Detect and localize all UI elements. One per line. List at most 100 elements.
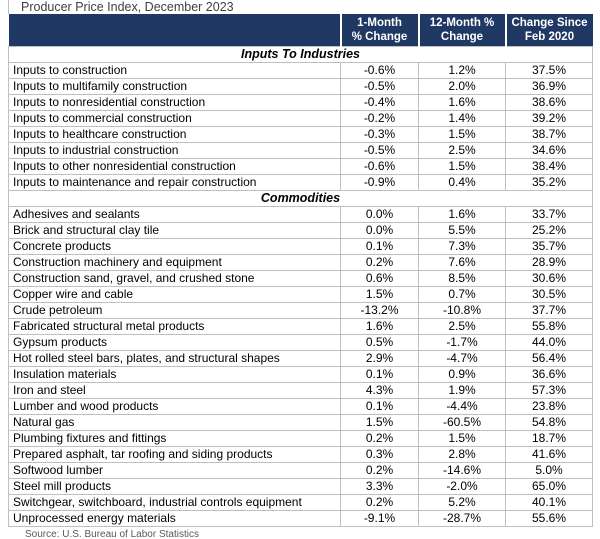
change-since-feb-2020-value: 40.1% [505,493,593,511]
header-row: 1-Month % Change 12-Month % Change Chang… [8,14,593,46]
row-label: Inputs to maintenance and repair constru… [8,173,341,191]
one-month-value: 0.0% [340,221,419,239]
one-month-value: -13.2% [340,301,419,319]
twelve-month-value: 1.5% [418,125,506,143]
twelve-month-value: 1.6% [418,93,506,111]
table-row: Inputs to industrial construction -0.5% 2.… [8,141,593,159]
change-since-feb-2020-value: 25.2% [505,221,593,239]
table-row: Construction sand, gravel, and crushed s… [8,269,593,287]
page-title: Producer Price Index, December 2023 [21,0,234,14]
table-body: Inputs To Industries Inputs to constructi… [8,45,593,527]
row-label: Switchgear, switchboard, industrial cont… [8,493,341,511]
twelve-month-value: 2.5% [418,141,506,159]
one-month-value: 0.0% [340,205,419,223]
change-since-feb-2020-value: 33.7% [505,205,593,223]
table-row: Plumbing fixtures and fittings 0.2% 1.5% 18… [8,429,593,447]
row-label: Construction machinery and equipment [8,253,341,271]
one-month-value: 0.2% [340,461,419,479]
row-label: Natural gas [8,413,341,431]
twelve-month-value: 1.5% [418,157,506,175]
row-label: Adhesives and sealants [8,205,341,223]
change-since-feb-2020-value: 34.6% [505,141,593,159]
header-empty-cell [8,14,341,46]
header-12-month-line1: 12-Month % [429,16,495,29]
table-row: Prepared asphalt, tar roofing and siding… [8,445,593,463]
table-row: Crude petroleum -13.2% -10.8% 37.7% [8,301,593,319]
change-since-feb-2020-value: 23.8% [505,397,593,415]
twelve-month-value: -2.0% [418,477,506,495]
one-month-value: -0.5% [340,141,419,159]
table-row: Iron and steel 4.3% 1.9% 57.3% [8,381,593,399]
section-header-row: Commodities [8,189,593,207]
row-label: Unprocessed energy materials [8,509,341,527]
row-label: Steel mill products [8,477,341,495]
change-since-feb-2020-value: 54.8% [505,413,593,431]
twelve-month-value: 1.4% [418,109,506,127]
row-label: Concrete products [8,237,341,255]
row-label: Inputs to nonresidential construction [8,93,341,111]
table-row: Lumber and wood products 0.1% -4.4% 23.8% [8,397,593,415]
table-row: Switchgear, switchboard, industrial cont… [8,493,593,511]
twelve-month-value: 5.5% [418,221,506,239]
twelve-month-value: -60.5% [418,413,506,431]
table-row: Concrete products 0.1% 7.3% 35.7% [8,237,593,255]
row-label: Hot rolled steel bars, plates, and struc… [8,349,341,367]
table-row: Softwood lumber 0.2% -14.6% 5.0% [8,461,593,479]
header-change-since-line2: Feb 2020 [524,30,575,43]
change-since-feb-2020-value: 36.9% [505,77,593,95]
table-header: 1-Month % Change 12-Month % Change Chang… [8,14,593,46]
change-since-feb-2020-value: 35.2% [505,173,593,191]
change-since-feb-2020-value: 44.0% [505,333,593,351]
one-month-value: 1.5% [340,285,419,303]
table-row: Hot rolled steel bars, plates, and struc… [8,349,593,367]
twelve-month-value: 0.4% [418,173,506,191]
one-month-value: -0.4% [340,93,419,111]
table-row: Unprocessed energy materials -9.1% -28.7% 5… [8,509,593,527]
section-header-row: Inputs To Industries [8,45,593,63]
change-since-feb-2020-value: 65.0% [505,477,593,495]
header-change-since-line1: Change Since [511,16,588,29]
title-bar: Producer Price Index, December 2023 [8,0,600,14]
row-label: Softwood lumber [8,461,341,479]
table-row: Gypsum products 0.5% -1.7% 44.0% [8,333,593,351]
row-label: Plumbing fixtures and fittings [8,429,341,447]
one-month-value: 0.2% [340,493,419,511]
table-row: Natural gas 1.5% -60.5% 54.8% [8,413,593,431]
one-month-value: 1.6% [340,317,419,335]
table-row: Brick and structural clay tile 0.0% 5.5% 25… [8,221,593,239]
twelve-month-value: -10.8% [418,301,506,319]
one-month-value: -0.2% [340,109,419,127]
row-label: Prepared asphalt, tar roofing and siding… [8,445,341,463]
table-row: Insulation materials 0.1% 0.9% 36.6% [8,365,593,383]
row-label: Construction sand, gravel, and crushed s… [8,269,341,287]
change-since-feb-2020-value: 28.9% [505,253,593,271]
twelve-month-value: -28.7% [418,509,506,527]
change-since-feb-2020-value: 56.4% [505,349,593,367]
change-since-feb-2020-value: 55.6% [505,509,593,527]
section-label: Commodities [8,189,593,207]
header-1-month-line1: 1-Month [357,16,402,29]
change-since-feb-2020-value: 36.6% [505,365,593,383]
one-month-value: 0.3% [340,445,419,463]
table-row: Copper wire and cable 1.5% 0.7% 30.5% [8,285,593,303]
row-label: Brick and structural clay tile [8,221,341,239]
twelve-month-value: 1.2% [418,61,506,79]
change-since-feb-2020-value: 37.5% [505,61,593,79]
twelve-month-value: -4.7% [418,349,506,367]
one-month-value: -0.9% [340,173,419,191]
header-12-month: 12-Month % Change [417,14,506,46]
table-row: Adhesives and sealants 0.0% 1.6% 33.7% [8,205,593,223]
change-since-feb-2020-value: 41.6% [505,445,593,463]
change-since-feb-2020-value: 38.6% [505,93,593,111]
one-month-value: 0.5% [340,333,419,351]
twelve-month-value: 2.0% [418,77,506,95]
section-label: Inputs To Industries [8,45,593,63]
table-row: Inputs to maintenance and repair constru… [8,173,593,191]
twelve-month-value: -14.6% [418,461,506,479]
one-month-value: 0.1% [340,365,419,383]
one-month-value: 0.1% [340,397,419,415]
header-1-month: 1-Month % Change [339,14,419,46]
one-month-value: -0.6% [340,61,419,79]
one-month-value: -0.6% [340,157,419,175]
